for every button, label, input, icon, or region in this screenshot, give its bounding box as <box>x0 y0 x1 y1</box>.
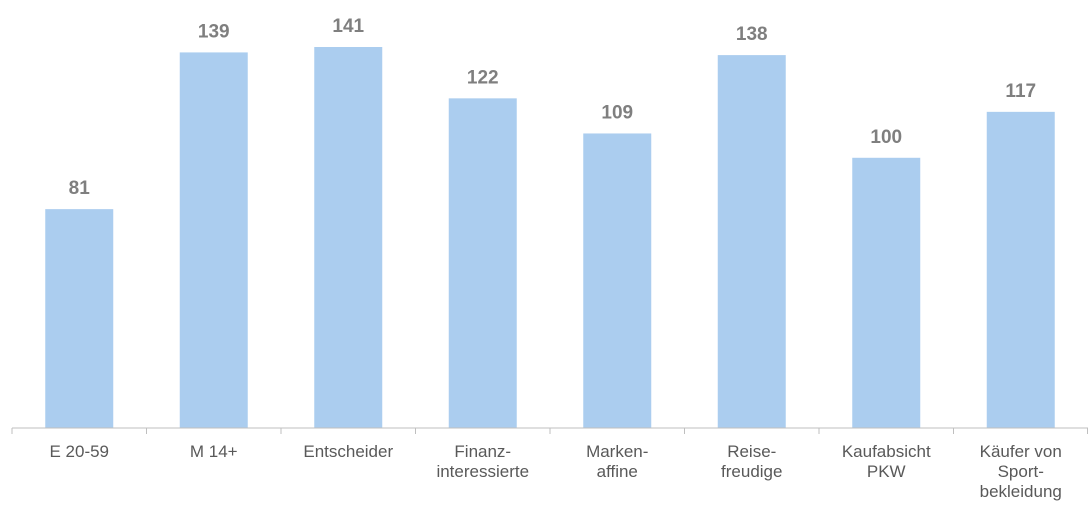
x-tick-label-line: Finanz- <box>454 442 511 461</box>
x-tick-label: Reise-freudige <box>721 442 782 481</box>
value-labels-group: 81 139 141 122 109 138 100 117 <box>69 16 1036 199</box>
bar <box>179 52 248 428</box>
data-label: 81 <box>69 178 91 199</box>
x-tick-label-line: Reise- <box>727 442 776 461</box>
x-tick-label-line: affine <box>597 462 638 481</box>
bars-group <box>45 47 1055 428</box>
x-tick-label-line: Käufer von <box>980 442 1062 461</box>
x-tick-label-line: PKW <box>867 462 906 481</box>
data-label: 117 <box>1005 81 1036 102</box>
x-tick-label: Finanz-interessierte <box>436 442 529 481</box>
x-tick-label: M 14+ <box>190 442 238 461</box>
x-tick-label-line: M 14+ <box>190 442 238 461</box>
x-tick-label: Kaufabsicht PKW <box>842 442 931 481</box>
x-tick-label-line: interessierte <box>436 462 529 481</box>
x-tick-label-line: Kaufabsicht <box>842 442 931 461</box>
data-label: 100 <box>870 127 902 148</box>
bar <box>45 209 114 428</box>
bar <box>717 55 786 428</box>
x-axis-ticks-group <box>11 428 1088 434</box>
data-label: 141 <box>332 16 364 37</box>
bar <box>583 133 652 428</box>
x-tick-label-line: Entscheider <box>303 442 393 461</box>
bar <box>852 157 921 428</box>
x-tick-label-line: Marken- <box>586 442 648 461</box>
x-tick-label-line: E 20-59 <box>49 442 109 461</box>
x-tick-label-line: freudige <box>721 462 782 481</box>
x-tick-label: E 20-59 <box>49 442 109 461</box>
x-tick-label-line: Sport- <box>998 462 1044 481</box>
bar <box>314 47 383 428</box>
data-label: 139 <box>198 21 230 42</box>
x-axis-tick-labels-group: E 20-59 M 14+ Entscheider Finanz-interessie… <box>49 442 1061 501</box>
data-label: 122 <box>467 67 499 88</box>
x-tick-label: Käufer von Sport-bekleidung <box>980 442 1062 501</box>
bar <box>986 111 1055 428</box>
x-tick-label-line: bekleidung <box>980 482 1062 501</box>
data-label: 138 <box>736 24 768 45</box>
bar <box>448 98 517 428</box>
data-label: 109 <box>601 102 633 123</box>
x-tick-label: Marken-affine <box>586 442 648 481</box>
x-tick-label: Entscheider <box>303 442 393 461</box>
